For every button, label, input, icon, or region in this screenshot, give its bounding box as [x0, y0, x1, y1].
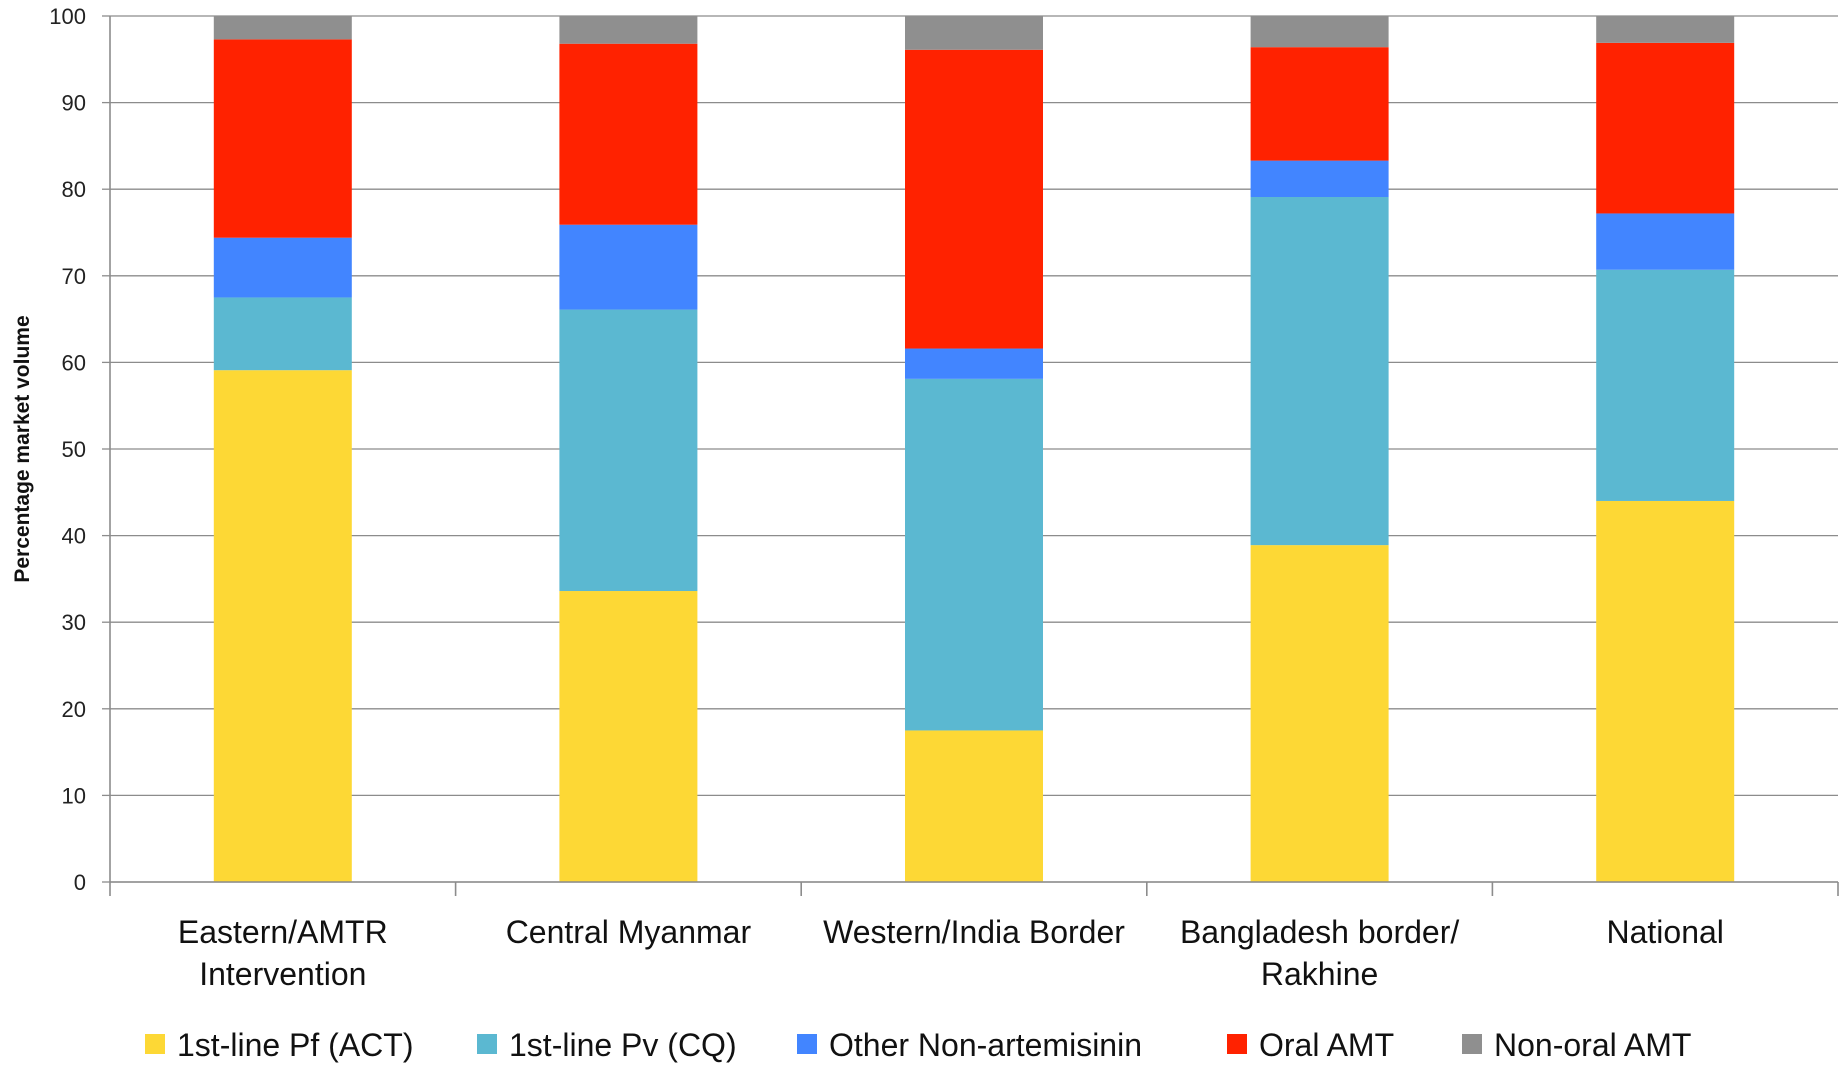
legend-swatch — [477, 1034, 497, 1054]
legend-label: 1st-line Pf (ACT) — [177, 1027, 413, 1063]
x-category-label: Eastern/AMTR — [178, 914, 388, 950]
x-category-label: National — [1606, 914, 1723, 950]
bar-segment — [1596, 500, 1735, 882]
y-tick-labels: 0 10 20 30 40 50 60 70 80 90 100 — [49, 4, 86, 895]
bar-segment — [1250, 196, 1389, 546]
bar-segment — [559, 591, 698, 882]
bar-segment — [1250, 47, 1389, 161]
bar-segment — [213, 370, 352, 882]
y-tick-label: 10 — [62, 783, 86, 808]
x-category-label: Bangladesh border/ — [1180, 914, 1459, 950]
legend-swatch — [797, 1034, 817, 1054]
y-tick-label: 0 — [74, 870, 86, 895]
bar-segment — [905, 378, 1043, 731]
legend-label: Other Non-artemisinin — [829, 1027, 1142, 1063]
legend-swatch — [145, 1034, 165, 1054]
bar-segment — [1596, 16, 1735, 43]
bar-segment — [213, 16, 352, 40]
x-category-label: Intervention — [199, 956, 366, 992]
bar-segment — [559, 224, 698, 310]
bar-segment — [1596, 213, 1735, 270]
bar-segment — [905, 730, 1043, 882]
bar-segment — [213, 297, 352, 371]
y-tick-label: 60 — [62, 350, 86, 375]
bar-segment — [1250, 16, 1389, 48]
y-tick-label: 50 — [62, 437, 86, 462]
bars — [213, 16, 1735, 882]
y-axis-title: Percentage market volume — [11, 315, 34, 582]
y-tick-label: 70 — [62, 264, 86, 289]
bar-segment — [559, 16, 698, 44]
y-tick-label: 20 — [62, 697, 86, 722]
y-tick-label: 90 — [62, 91, 86, 116]
bar-segment — [1250, 160, 1389, 197]
x-category-label: Western/India Border — [823, 914, 1125, 950]
legend-label: 1st-line Pv (CQ) — [509, 1027, 737, 1063]
category-labels: Eastern/AMTR Intervention Central Myanmar W… — [178, 914, 1724, 992]
axes — [109, 16, 1839, 896]
y-tick-label: 40 — [62, 524, 86, 549]
x-category-label: Central Myanmar — [506, 914, 752, 950]
bar-segment — [213, 237, 352, 298]
bar-segment — [905, 16, 1043, 50]
y-tick-label: 100 — [49, 4, 86, 29]
legend: 1st-line Pf (ACT) 1st-line Pv (CQ) Other N… — [145, 1027, 1691, 1063]
y-tick-label: 30 — [62, 610, 86, 635]
y-tick-label: 80 — [62, 177, 86, 202]
bar-segment — [1596, 42, 1735, 214]
bar-segment — [905, 49, 1043, 349]
legend-label: Non-oral AMT — [1494, 1027, 1691, 1063]
bar-segment — [1250, 545, 1389, 882]
bar-segment — [559, 309, 698, 592]
bar-segment — [905, 348, 1043, 379]
legend-label: Oral AMT — [1259, 1027, 1394, 1063]
x-category-label: Rakhine — [1261, 956, 1378, 992]
legend-swatch — [1462, 1034, 1482, 1054]
bar-segment — [1596, 269, 1735, 501]
legend-swatch — [1227, 1034, 1247, 1054]
bar-segment — [213, 39, 352, 238]
bar-segment — [559, 43, 698, 225]
